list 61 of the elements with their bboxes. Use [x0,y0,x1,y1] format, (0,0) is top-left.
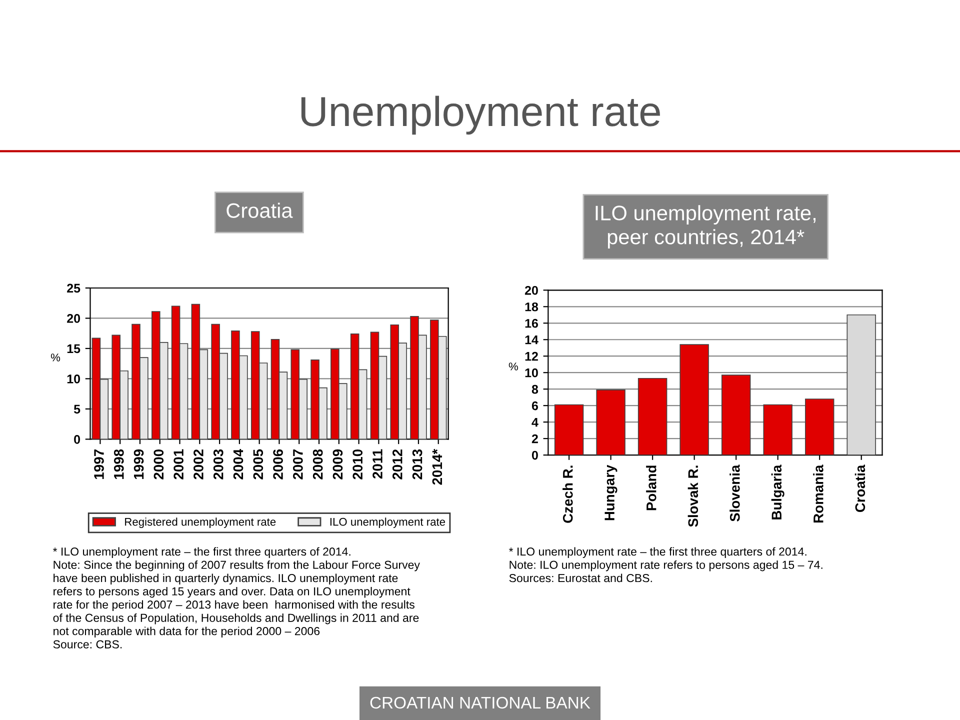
bar [804,398,834,456]
x-tick-label: 2010 [352,449,363,480]
legend-label: ILO unemployment rate [330,518,446,528]
y-tick-label: 16 [525,318,538,328]
x-tick-label: 1997 [94,450,104,479]
y-tick-label: 0 [74,435,80,444]
chart-subtitle: ILO unemployment rate, peer countries, 2014* [596,205,816,248]
y-tick-label: 10 [525,368,538,378]
chart-subtitle: Croatia [226,202,293,218]
y-tick-label: 18 [525,302,538,312]
y-axis-title: % [508,362,518,370]
y-tick-label: 15 [67,344,80,354]
x-tick-label: 2000 [154,449,164,480]
x-tick-label: Bulgaria [771,464,784,520]
legend-label: Registered unemployment rate [125,518,276,528]
y-tick-label: 2 [532,434,538,444]
x-tick-label: 2012 [392,449,402,480]
y-tick-label: 20 [67,314,80,323]
x-tick-label: Hungary [604,464,618,520]
y-tick-label: 14 [525,336,538,344]
x-tick-label: 2006 [273,449,283,480]
x-tick-label: Slovenia [730,464,740,522]
y-tick-label: 6 [532,401,538,410]
x-tick-label: Croatia [854,464,866,512]
x-tick-label: 1998 [114,449,124,479]
text: * ILO unemployment rate – the first three quarters of 2014. Note: ILO unemployment rate refers to persons aged 15 – 74. Sources: Eurostat and CBS. [508,547,822,582]
x-tick-label: Romania [813,464,824,522]
x-tick-label: 2014* [432,448,442,485]
text: CROATIAN NATIONAL BANK [370,696,590,709]
x-tick-label: 2003 [213,449,224,480]
x-tick-label: Czech R. [562,466,573,523]
y-tick-label: 10 [67,374,80,384]
y-tick-label: 4 [532,418,538,427]
x-tick-label: Slovak R. [688,466,698,527]
y-tick-label: 12 [525,352,538,361]
y-axis-title: % [50,354,60,362]
bar [554,404,584,456]
x-tick-label: 2009 [332,449,343,480]
bar [846,314,876,456]
y-tick-label: 8 [532,384,538,394]
bar [596,389,626,456]
bar [680,344,709,456]
y-tick-label: 5 [74,404,80,414]
bar [638,378,668,456]
x-tick-label: 2002 [194,449,204,480]
chart-title: Unemployment rate [301,96,660,135]
x-tick-label: 2007 [293,450,303,480]
x-tick-label: 2011 [372,449,382,479]
y-tick-label: 25 [67,284,80,293]
x-tick-label: 2004 [233,448,244,480]
x-tick-label: Poland [646,466,656,510]
x-tick-label: 1999 [134,449,144,479]
x-tick-label: 2005 [253,449,264,480]
x-tick-label: 2001 [174,449,184,480]
x-tick-label: 2013 [412,449,422,480]
y-tick-label: 20 [524,286,538,295]
text: * ILO unemployment rate – the first three quarters of 2014. Note: Since the beginning of 2007 results from the Labour Force Survey have been published in quarterly dynamics. ILO unemployment rate refers to persons aged 15 years and over. Data on ILO unemployment rate for the period 2007 – 2013 have been harmonised with the results of the Census of Population, Households and Dwellings in 2011 and are not comparable with data for the period 2000 – 2006 Source: CBS. [52,547,420,648]
bar [721,374,751,456]
y-tick-label: 0 [532,450,538,460]
x-tick-label: 2008 [312,449,323,480]
bar [763,404,792,456]
